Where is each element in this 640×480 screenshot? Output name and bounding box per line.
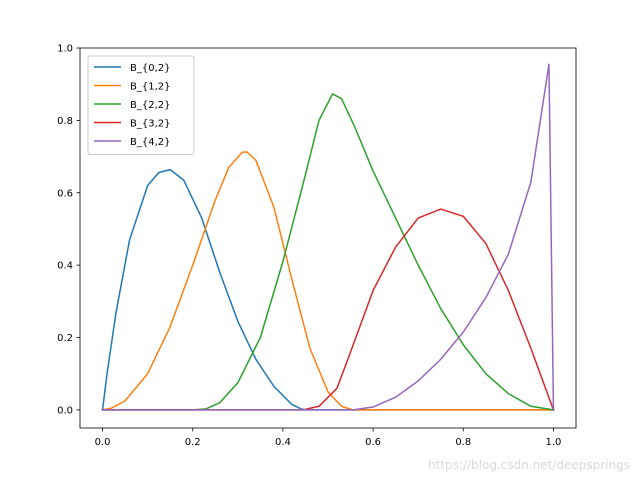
x-tick-label-5: 1.0 [546, 437, 562, 448]
axes-frame [79, 47, 577, 429]
legend-box [87, 55, 195, 155]
series-line-4 [101, 63, 555, 411]
watermark-text: https://blog.csdn.net/deepsprings [428, 458, 630, 472]
series-layer [101, 63, 555, 411]
legend-label-2: B_{2,2} [130, 100, 171, 111]
legend: B_{0,2} B_{1,2} B_{2,2} B_{3,2} B_{4,2} [87, 55, 195, 155]
series-line-2 [101, 93, 555, 411]
legend-label-3: B_{3,2} [130, 119, 171, 130]
legend-label-0: B_{0,2} [130, 63, 171, 74]
x-tick-label-3: 0.6 [365, 437, 381, 448]
y-tick-label-5: 1.0 [57, 44, 73, 55]
y-tick-label-3: 0.6 [57, 188, 73, 199]
legend-label-4: B_{4,2} [130, 137, 171, 148]
x-tick-label-0: 0.0 [95, 437, 111, 448]
x-tick-label-2: 0.4 [275, 437, 291, 448]
x-tick-label-1: 0.2 [185, 437, 201, 448]
y-tick-label-0: 0.0 [57, 405, 73, 416]
series-line-1 [101, 151, 555, 411]
y-tick-label-1: 0.2 [57, 333, 73, 344]
x-tick-label-4: 0.8 [455, 437, 471, 448]
y-tick-label-4: 0.8 [57, 116, 73, 127]
tick-layer: 0.0 0.2 0.4 0.6 0.8 1.0 0.0 0.2 0.4 0.6 0.8 1.0 [57, 44, 561, 449]
legend-label-1: B_{1,2} [130, 82, 171, 93]
y-tick-label-2: 0.4 [57, 261, 73, 272]
axes-spines [79, 47, 577, 429]
